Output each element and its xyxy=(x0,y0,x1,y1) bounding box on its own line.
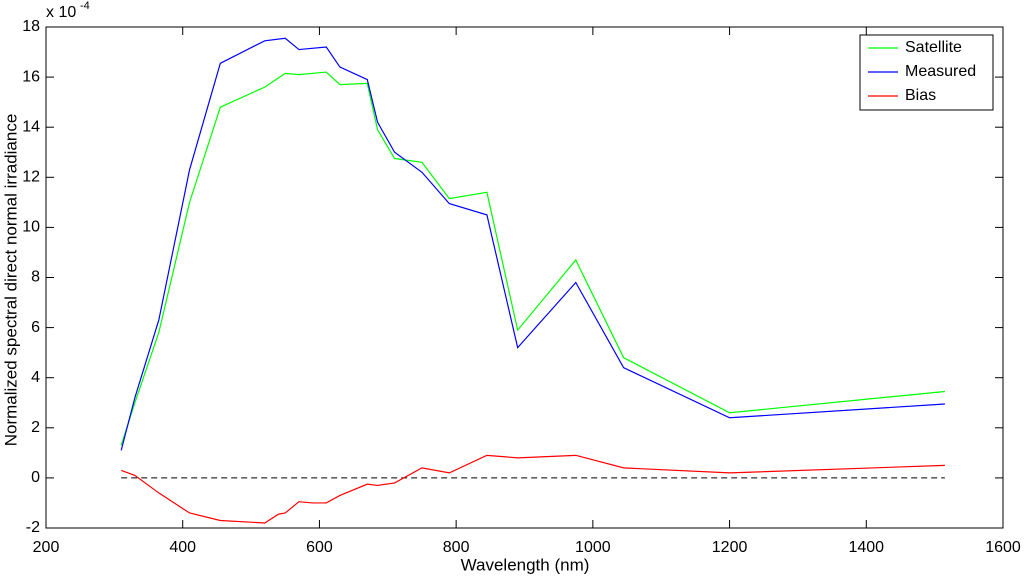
y-tick-label: 14 xyxy=(22,118,40,135)
x-tick-label: 1000 xyxy=(575,539,611,556)
x-tick-label: 200 xyxy=(33,539,60,556)
y-tick-label: 6 xyxy=(31,319,40,336)
y-axis-label: Normalized spectral direct normal irradi… xyxy=(1,114,20,447)
y-tick-label: 18 xyxy=(22,18,40,35)
x-tick-label: 1600 xyxy=(985,539,1021,556)
y-tick-label: 0 xyxy=(31,469,40,486)
y-multiplier-exp: -4 xyxy=(80,0,90,12)
x-tick-label: 1200 xyxy=(712,539,748,556)
x-tick-label: 800 xyxy=(443,539,470,556)
series-line xyxy=(120,454,945,524)
x-axis-label: Wavelength (nm) xyxy=(461,555,590,574)
x-tick-label: 600 xyxy=(306,539,333,556)
y-tick-label: 16 xyxy=(22,68,40,85)
y-tick-label: 2 xyxy=(31,419,40,436)
plot-area xyxy=(45,26,1004,529)
x-tick-label: 1400 xyxy=(848,539,884,556)
series-line xyxy=(120,37,945,451)
y-tick-label: 10 xyxy=(22,219,40,236)
y-tick-label: 8 xyxy=(31,269,40,286)
series-line xyxy=(120,71,945,446)
y-tick-label: 4 xyxy=(31,369,40,386)
x-tick-label: 400 xyxy=(169,539,196,556)
y-tick-label: 12 xyxy=(22,169,40,186)
y-multiplier: x 10 xyxy=(46,4,76,21)
y-tick-label: -2 xyxy=(26,519,40,536)
legend-label: Satellite xyxy=(905,39,962,56)
legend-label: Bias xyxy=(905,87,936,104)
legend-label: Measured xyxy=(905,63,976,80)
